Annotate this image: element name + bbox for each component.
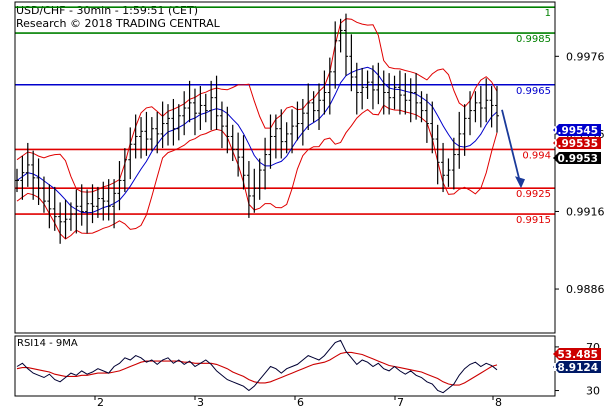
price-badge-blue: 0.99545 bbox=[550, 124, 601, 137]
y-tick-label: 0.9886 bbox=[566, 283, 605, 296]
rsi-badge-ma: 53.485 bbox=[553, 348, 601, 361]
rsi-title: RSI14 - 9MA bbox=[17, 338, 78, 349]
rsi-badge-value: 48.9124 bbox=[550, 361, 601, 374]
level-label: 1 bbox=[545, 8, 551, 19]
price-frame bbox=[14, 1, 556, 334]
rsi-frame bbox=[14, 335, 556, 397]
price-badge-last-shape bbox=[553, 152, 601, 164]
rsi-badge-ma-label: 53.485 bbox=[557, 349, 598, 361]
x-tick-label: 6 bbox=[297, 396, 304, 409]
x-tick-label: 8 bbox=[495, 396, 502, 409]
price-badge-ma-shape bbox=[553, 137, 601, 149]
rsi-y-tick-label: 30 bbox=[586, 385, 600, 398]
forecast-arrow bbox=[501, 109, 521, 183]
level-label: 0.9965 bbox=[516, 86, 551, 97]
price-badge-blue-shape bbox=[553, 124, 601, 136]
level-label: 0.9925 bbox=[516, 189, 551, 200]
price-badge-last: 0.9953 bbox=[553, 152, 601, 165]
axes: 236780.99760.99460.99160.988670300.99535… bbox=[14, 1, 605, 409]
upper-band bbox=[16, 18, 498, 193]
level-label: 0.9985 bbox=[516, 34, 551, 45]
price-badge-ma-label: 0.99535 bbox=[550, 138, 598, 150]
x-tick-label: 7 bbox=[397, 396, 404, 409]
rsi-line bbox=[16, 339, 498, 394]
price-badge-last-label: 0.9953 bbox=[557, 153, 598, 165]
level-label: 0.9915 bbox=[516, 215, 551, 226]
rsi-badge-value-shape bbox=[553, 361, 601, 373]
y-tick-label: 0.9976 bbox=[566, 50, 605, 63]
rsi-badge-ma-shape bbox=[553, 348, 601, 360]
source-credit: Research © 2018 TRADING CENTRAL bbox=[16, 17, 220, 30]
x-tick-label: 2 bbox=[97, 396, 104, 409]
lower-band bbox=[16, 104, 498, 240]
moving-average bbox=[16, 66, 498, 214]
level-label: 0.994 bbox=[522, 150, 551, 161]
rsi-panel: RSI14 - 9MA bbox=[16, 338, 498, 394]
price-panel: 1 0.9985 0.9965 0.994 0.9925 0.9915 bbox=[15, 6, 555, 244]
rsi-badge-value-label: 48.9124 bbox=[550, 362, 598, 374]
forecast-arrow-head bbox=[515, 176, 525, 189]
x-tick-label: 3 bbox=[197, 396, 204, 409]
price-badge-ma: 0.99535 bbox=[550, 137, 601, 150]
y-tick-label: 0.9916 bbox=[566, 205, 605, 218]
price-badge-blue-label: 0.99545 bbox=[550, 125, 598, 137]
